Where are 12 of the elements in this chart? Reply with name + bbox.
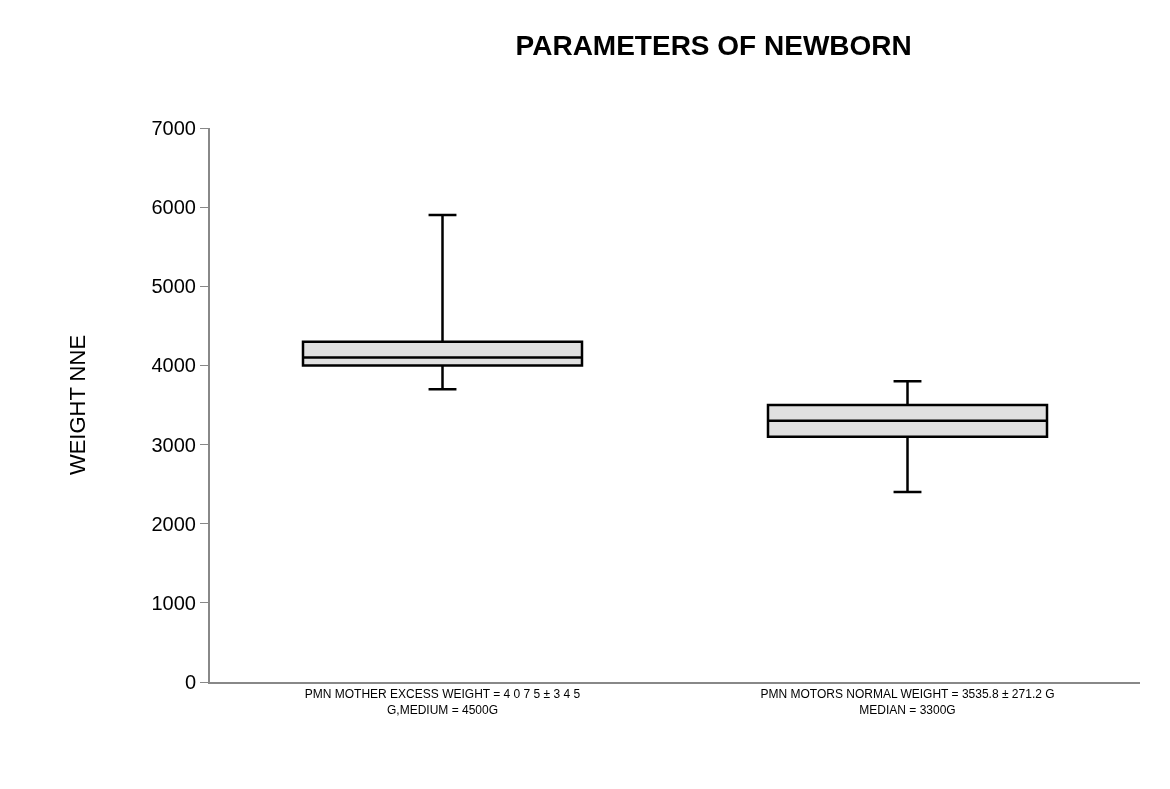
y-tick-label: 7000	[151, 117, 196, 139]
y-tick-label: 5000	[151, 275, 196, 298]
y-tick-label: 0	[184, 671, 196, 693]
y-tick-label: 6000	[151, 196, 196, 219]
y-tick-label: 3000	[151, 433, 196, 456]
x-tick-label: PMN MOTORS NORMAL WEIGHT = 3535.8 ± 271.2 G MEDIAN = 3300G	[760, 687, 1055, 717]
y-tick-label: 4000	[151, 354, 196, 377]
y-tick-label: 2000	[151, 512, 196, 535]
y-tick-label: 1000	[151, 591, 196, 614]
x-tick-label: PMN MOTHER EXCESS WEIGHT = 4 0 7 5 ± 3 4 5 G,MEDIUM = 4500G	[304, 687, 581, 717]
y-axis-title: WEIGHT NNE	[64, 334, 90, 476]
chart-title: PARAMETERS OF NEWBORN	[515, 30, 912, 62]
